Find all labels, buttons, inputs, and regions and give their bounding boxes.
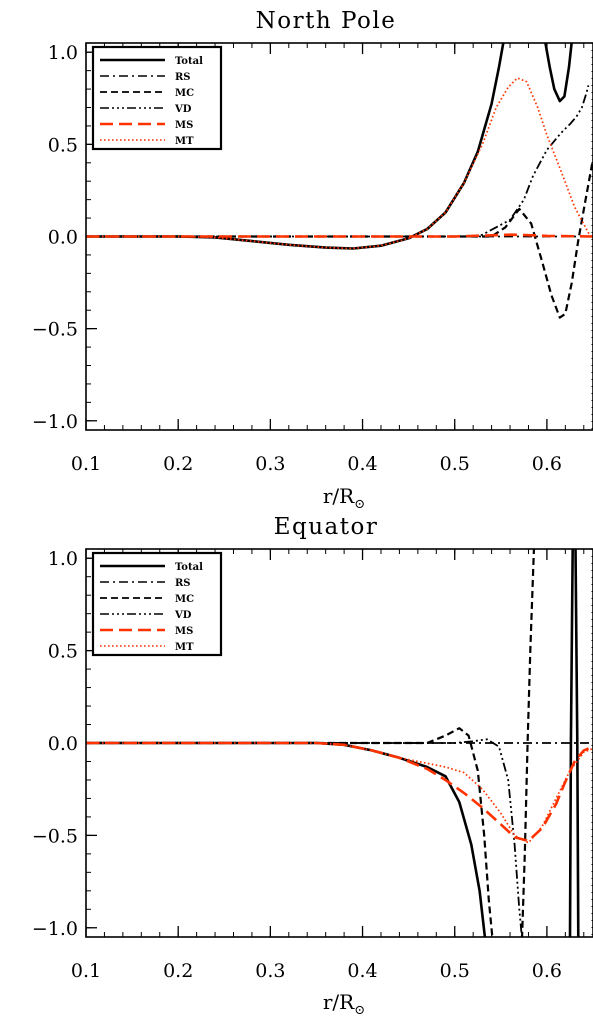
x-tick-label: 0.5	[440, 453, 470, 475]
chart-panel-1: Equator 0.1 0.2 0.3 0.4 0.5 0.6 1.0 0.5 0.0 −0.5 −1…	[32, 514, 593, 1018]
legend-label-mc: MC	[175, 594, 194, 605]
y-tick-label: 0.0	[48, 733, 78, 755]
y-tick-label: −1.0	[32, 411, 78, 433]
legend-label-mt: MT	[175, 136, 194, 147]
series-line-vd	[86, 85, 590, 238]
legend-label-rs: RS	[175, 578, 191, 589]
y-tick-label: −0.5	[32, 319, 78, 341]
y-tick-label: 1.0	[48, 548, 78, 570]
x-tick-label: 0.3	[255, 453, 285, 475]
series-line-total	[86, 741, 487, 937]
series-group	[86, 549, 593, 937]
x-axis-label: r/R⊙	[323, 484, 365, 512]
x-tick-label: 0.1	[71, 960, 101, 982]
series-line-total	[86, 43, 505, 250]
x-axis-label-sub: ⊙	[354, 497, 365, 512]
legend-label-vd: VD	[174, 104, 192, 115]
x-tick-label: 0.3	[255, 960, 285, 982]
legend-label-ms: MS	[175, 120, 193, 131]
series-line-mc	[86, 158, 593, 319]
x-axis-label: r/R⊙	[323, 990, 365, 1018]
series-line-ms	[86, 233, 593, 238]
series-line-total	[568, 549, 574, 937]
series-line-vd	[86, 738, 523, 937]
legend: Total RS MC VD MS MT	[91, 45, 223, 151]
y-tick-label: 0.5	[48, 641, 78, 663]
series-line-mt	[86, 742, 593, 844]
x-tick-label: 0.2	[163, 960, 193, 982]
legend-label-vd: VD	[174, 610, 192, 621]
legend-label-mt: MT	[175, 642, 194, 653]
legend-label-mc: MC	[175, 88, 194, 99]
x-tick-label: 0.5	[440, 960, 470, 982]
y-tick-label: −1.0	[32, 918, 78, 940]
x-tick-label: 0.1	[71, 453, 101, 475]
y-tick-label: 1.0	[48, 42, 78, 64]
x-tick-label: 0.2	[163, 453, 193, 475]
legend-label-total: Total	[175, 56, 203, 67]
x-axis-label-main: r/R	[323, 990, 355, 1014]
chart-panel-0: North Pole 0.1 0.2 0.3 0.4 0.5 0.6 1.0 0.5 0.0 −0.…	[32, 8, 593, 512]
legend-label-total: Total	[175, 562, 203, 573]
legend-box	[91, 551, 223, 657]
legend-box	[91, 45, 223, 151]
series-line-total	[574, 549, 580, 937]
y-tick-label: 0.5	[48, 134, 78, 156]
x-tick-label: 0.6	[532, 960, 562, 982]
plot-frame	[85, 42, 593, 431]
x-tick-label: 0.4	[347, 453, 377, 475]
legend-label-rs: RS	[175, 72, 191, 83]
series-line-mc	[86, 727, 494, 937]
series-group	[86, 43, 593, 319]
x-tick-label: 0.4	[347, 960, 377, 982]
series-line-mt	[86, 77, 593, 250]
legend: Total RS MC VD MS MT	[91, 551, 223, 657]
series-line-mc	[520, 549, 536, 937]
x-axis-label-main: r/R	[323, 484, 355, 508]
y-tick-label: 0.0	[48, 227, 78, 249]
series-line-total	[544, 43, 573, 103]
y-tick-label: −0.5	[32, 825, 78, 847]
chart-title: Equator	[274, 514, 379, 540]
x-axis-label-sub: ⊙	[354, 1003, 365, 1018]
series-line-ms	[86, 741, 593, 843]
legend-label-ms: MS	[175, 626, 193, 637]
chart-title: North Pole	[256, 8, 397, 34]
plot-frame	[85, 548, 593, 938]
x-tick-label: 0.6	[532, 453, 562, 475]
